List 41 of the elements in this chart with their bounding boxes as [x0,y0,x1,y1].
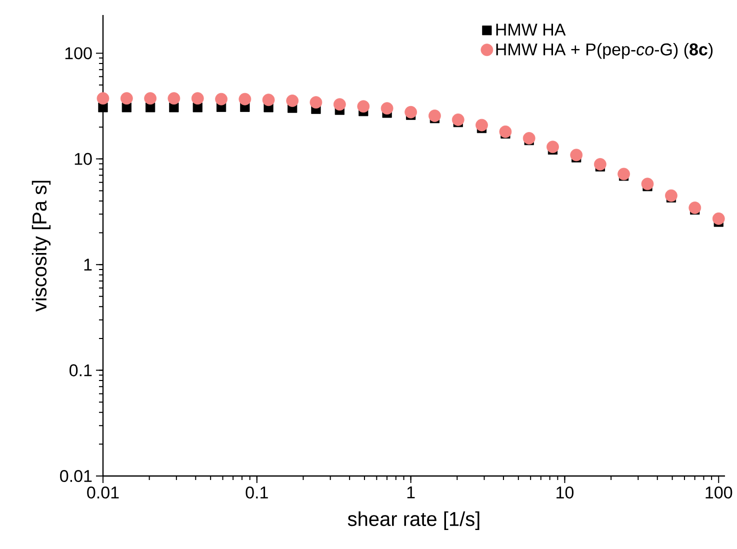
y-axis-title: viscosity [Pa s] [32,180,51,312]
point [594,158,606,170]
point [262,94,275,106]
point [380,102,394,115]
point [168,92,180,105]
point [404,106,418,118]
point [357,100,370,113]
x-tick-label: 0.01 [87,486,119,499]
x-tick-label: 100 [706,486,732,499]
point [712,212,725,225]
point [96,92,110,105]
point [499,125,512,138]
point [618,168,630,180]
point [641,178,654,190]
point [570,148,583,162]
y-tick-label: 0.01 [60,470,92,482]
point [665,189,678,202]
x-tick-label: 0.1 [246,486,268,499]
legend-label: HMW HA [496,24,566,36]
point [476,118,488,132]
x-axis-title: shear rate [1/s] [348,511,480,530]
point [546,140,559,154]
y-tick-label: 100 [65,47,92,60]
x-tick-label: 1 [407,486,415,498]
point [452,114,464,126]
point [310,96,322,109]
x-tick-label: 10 [556,486,574,499]
point [522,132,536,144]
y-tick-label: 1 [84,258,92,270]
y-tick-label: 0.1 [70,364,92,376]
point [215,92,228,106]
point [191,92,204,105]
point [333,98,346,111]
point [144,92,157,105]
point [688,202,702,214]
point [286,94,299,107]
point [428,110,441,122]
point [120,92,133,105]
legend-label: HMW HA + P(pep-co-G) (8c) [496,42,713,59]
y-tick-label: 10 [74,152,92,165]
point [238,92,252,106]
